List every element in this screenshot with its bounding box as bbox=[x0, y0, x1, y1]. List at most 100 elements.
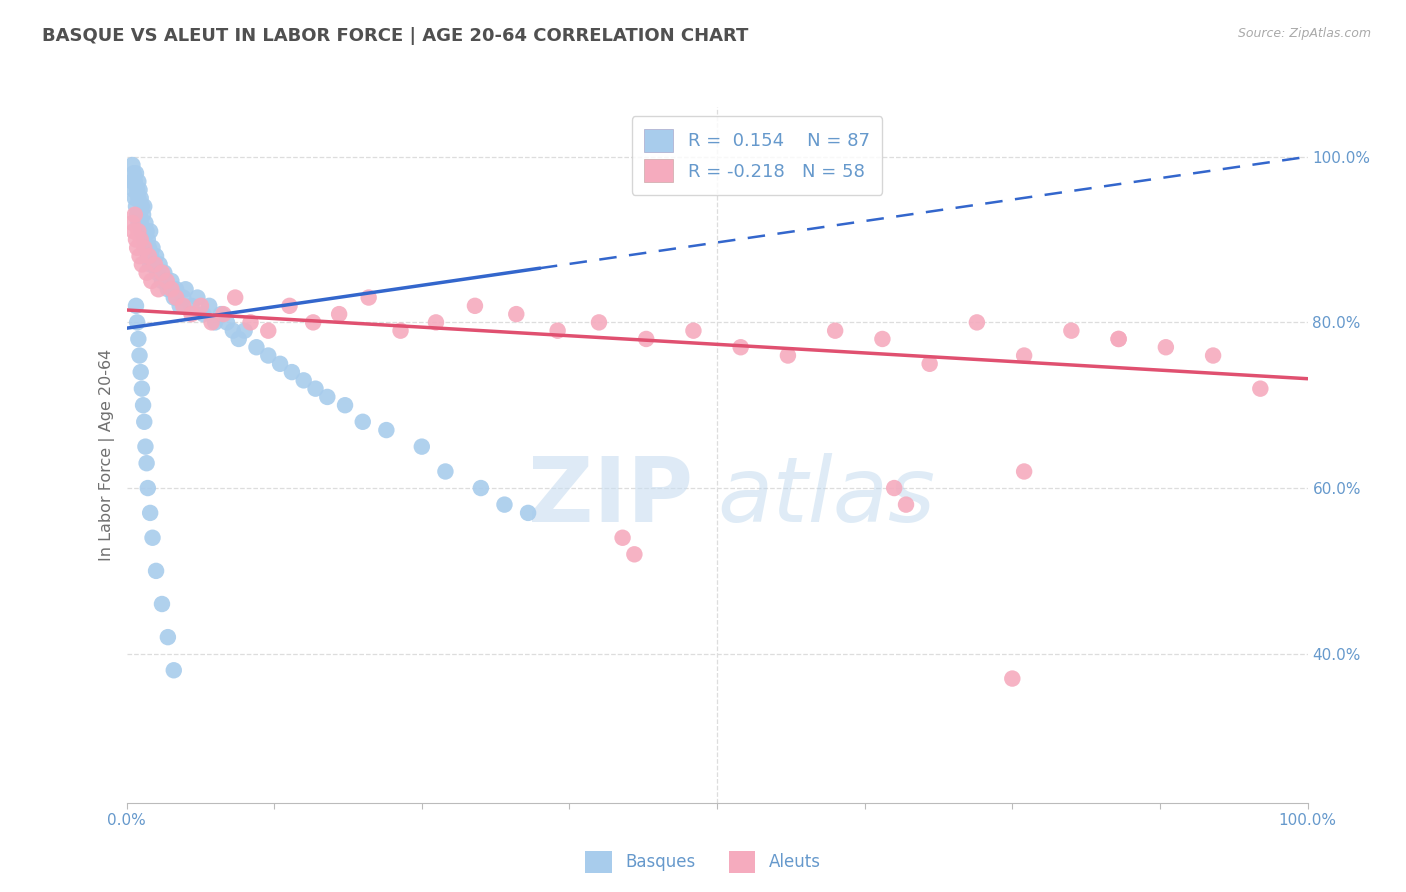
Point bbox=[125, 166, 148, 180]
Point bbox=[204, 315, 226, 329]
Point bbox=[1154, 340, 1177, 354]
Point bbox=[245, 340, 267, 354]
Point bbox=[134, 241, 156, 255]
Text: ZIP: ZIP bbox=[529, 452, 693, 541]
Point bbox=[122, 224, 145, 238]
Point bbox=[333, 398, 356, 412]
Point bbox=[257, 349, 280, 363]
Point bbox=[131, 199, 153, 213]
Point bbox=[156, 274, 179, 288]
Point bbox=[139, 506, 162, 520]
Point bbox=[150, 597, 173, 611]
Point bbox=[222, 324, 245, 338]
Point bbox=[198, 299, 221, 313]
Point bbox=[127, 241, 149, 255]
Point bbox=[160, 274, 183, 288]
Point bbox=[966, 315, 988, 329]
Point bbox=[128, 208, 150, 222]
Point bbox=[138, 241, 160, 255]
Point bbox=[135, 456, 157, 470]
Point bbox=[124, 208, 146, 222]
Point bbox=[281, 365, 304, 379]
Point bbox=[215, 315, 238, 329]
Point bbox=[389, 324, 412, 338]
Point bbox=[134, 216, 156, 230]
Legend: R =  0.154    N = 87, R = -0.218   N = 58: R = 0.154 N = 87, R = -0.218 N = 58 bbox=[631, 116, 882, 195]
Point bbox=[129, 233, 152, 247]
Point bbox=[172, 291, 194, 305]
Point bbox=[411, 440, 433, 454]
Point bbox=[121, 158, 143, 172]
Point bbox=[328, 307, 350, 321]
Point bbox=[357, 291, 380, 305]
Point bbox=[160, 282, 183, 296]
Point bbox=[316, 390, 339, 404]
Point bbox=[139, 224, 162, 238]
Point bbox=[122, 166, 145, 180]
Point bbox=[132, 208, 155, 222]
Point bbox=[129, 191, 152, 205]
Point bbox=[125, 299, 148, 313]
Point bbox=[174, 282, 197, 296]
Point bbox=[224, 291, 246, 305]
Point bbox=[304, 382, 326, 396]
Point bbox=[776, 349, 799, 363]
Point bbox=[149, 257, 172, 271]
Point bbox=[209, 307, 232, 321]
Point bbox=[145, 249, 167, 263]
Point bbox=[1202, 349, 1225, 363]
Point bbox=[1012, 349, 1035, 363]
Point bbox=[505, 307, 527, 321]
Point bbox=[425, 315, 447, 329]
Point bbox=[127, 315, 149, 329]
Point bbox=[636, 332, 658, 346]
Text: Source: ZipAtlas.com: Source: ZipAtlas.com bbox=[1237, 27, 1371, 40]
Point bbox=[169, 299, 191, 313]
Point bbox=[163, 291, 186, 305]
Point bbox=[156, 282, 179, 296]
Point bbox=[127, 216, 149, 230]
Point bbox=[131, 257, 153, 271]
Point bbox=[146, 266, 169, 280]
Point bbox=[1249, 382, 1271, 396]
Point bbox=[141, 274, 163, 288]
Point bbox=[132, 398, 155, 412]
Point bbox=[352, 415, 374, 429]
Point bbox=[612, 531, 634, 545]
Point bbox=[623, 547, 645, 561]
Point bbox=[730, 340, 752, 354]
Point bbox=[302, 315, 325, 329]
Point bbox=[143, 257, 166, 271]
Point bbox=[257, 324, 280, 338]
Point bbox=[127, 208, 149, 222]
Point bbox=[883, 481, 905, 495]
Point bbox=[131, 382, 153, 396]
Point bbox=[588, 315, 610, 329]
Text: atlas: atlas bbox=[717, 452, 935, 541]
Point bbox=[1001, 672, 1024, 686]
Point bbox=[434, 465, 457, 479]
Text: BASQUE VS ALEUT IN LABOR FORCE | AGE 20-64 CORRELATION CHART: BASQUE VS ALEUT IN LABOR FORCE | AGE 20-… bbox=[42, 27, 748, 45]
Point bbox=[134, 415, 156, 429]
Point bbox=[153, 266, 176, 280]
Point bbox=[124, 175, 146, 189]
Point bbox=[228, 332, 250, 346]
Point bbox=[128, 349, 150, 363]
Point bbox=[150, 266, 173, 280]
Point bbox=[141, 249, 163, 263]
Point bbox=[494, 498, 516, 512]
Point bbox=[125, 233, 148, 247]
Point bbox=[1108, 332, 1130, 346]
Point bbox=[134, 440, 156, 454]
Point bbox=[239, 315, 262, 329]
Point bbox=[233, 324, 256, 338]
Point bbox=[200, 315, 222, 329]
Point bbox=[124, 191, 146, 205]
Point bbox=[127, 224, 149, 238]
Point bbox=[918, 357, 941, 371]
Point bbox=[135, 266, 157, 280]
Point bbox=[145, 564, 167, 578]
Point bbox=[139, 257, 162, 271]
Point bbox=[127, 191, 149, 205]
Point bbox=[141, 241, 163, 255]
